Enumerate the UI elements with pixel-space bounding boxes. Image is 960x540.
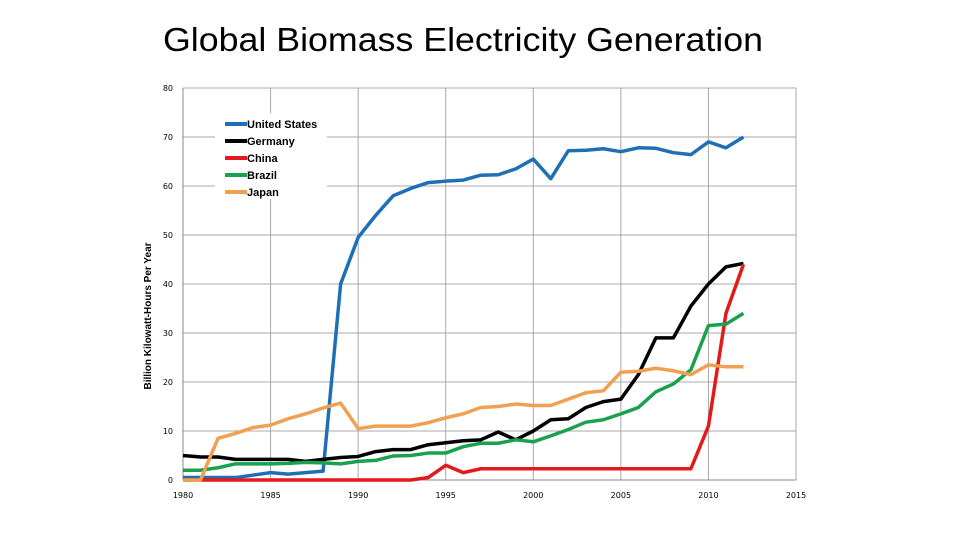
series-line-japan xyxy=(183,363,744,482)
series-lines xyxy=(182,135,746,482)
x-tick-label: 1980 xyxy=(173,491,193,500)
x-tick-label: 1985 xyxy=(260,491,280,500)
y-tick-label: 40 xyxy=(163,280,173,289)
y-tick-label: 0 xyxy=(168,476,173,485)
x-tick-label: 2005 xyxy=(611,491,631,500)
legend: United States Germany China Brazil Japan xyxy=(215,113,327,199)
y-tick-label: 70 xyxy=(163,133,173,142)
x-tick-label: 1990 xyxy=(348,491,368,500)
x-tick-label: 2000 xyxy=(523,491,543,500)
series-line-united-states xyxy=(183,135,745,480)
x-tick-label: 2010 xyxy=(698,491,718,500)
y-tick-label: 30 xyxy=(163,329,173,338)
legend-label: China xyxy=(247,153,278,165)
y-tick-label: 20 xyxy=(163,378,173,387)
series-line-brazil xyxy=(183,311,745,472)
axes: 0 10 20 30 40 50 60 70 80 1980 1985 1990 1995 2000 200… xyxy=(163,84,806,500)
legend-label: United States xyxy=(247,119,317,131)
x-tick-label: 1995 xyxy=(436,491,456,500)
series-line-china xyxy=(183,263,746,482)
series-line-germany xyxy=(182,261,744,464)
y-tick-label: 60 xyxy=(163,182,173,191)
chart-title: Global Biomass Electricity Generation xyxy=(163,21,763,58)
y-tick-label: 10 xyxy=(163,427,173,436)
x-tick-label: 2015 xyxy=(786,491,806,500)
legend-label: Japan xyxy=(247,187,279,199)
y-axis-label: Billion Kilowatt-Hours Per Year xyxy=(143,242,154,389)
y-tick-label: 80 xyxy=(163,84,173,93)
y-tick-label: 50 xyxy=(163,231,173,240)
legend-label: Brazil xyxy=(247,170,277,182)
legend-label: Germany xyxy=(247,136,296,148)
